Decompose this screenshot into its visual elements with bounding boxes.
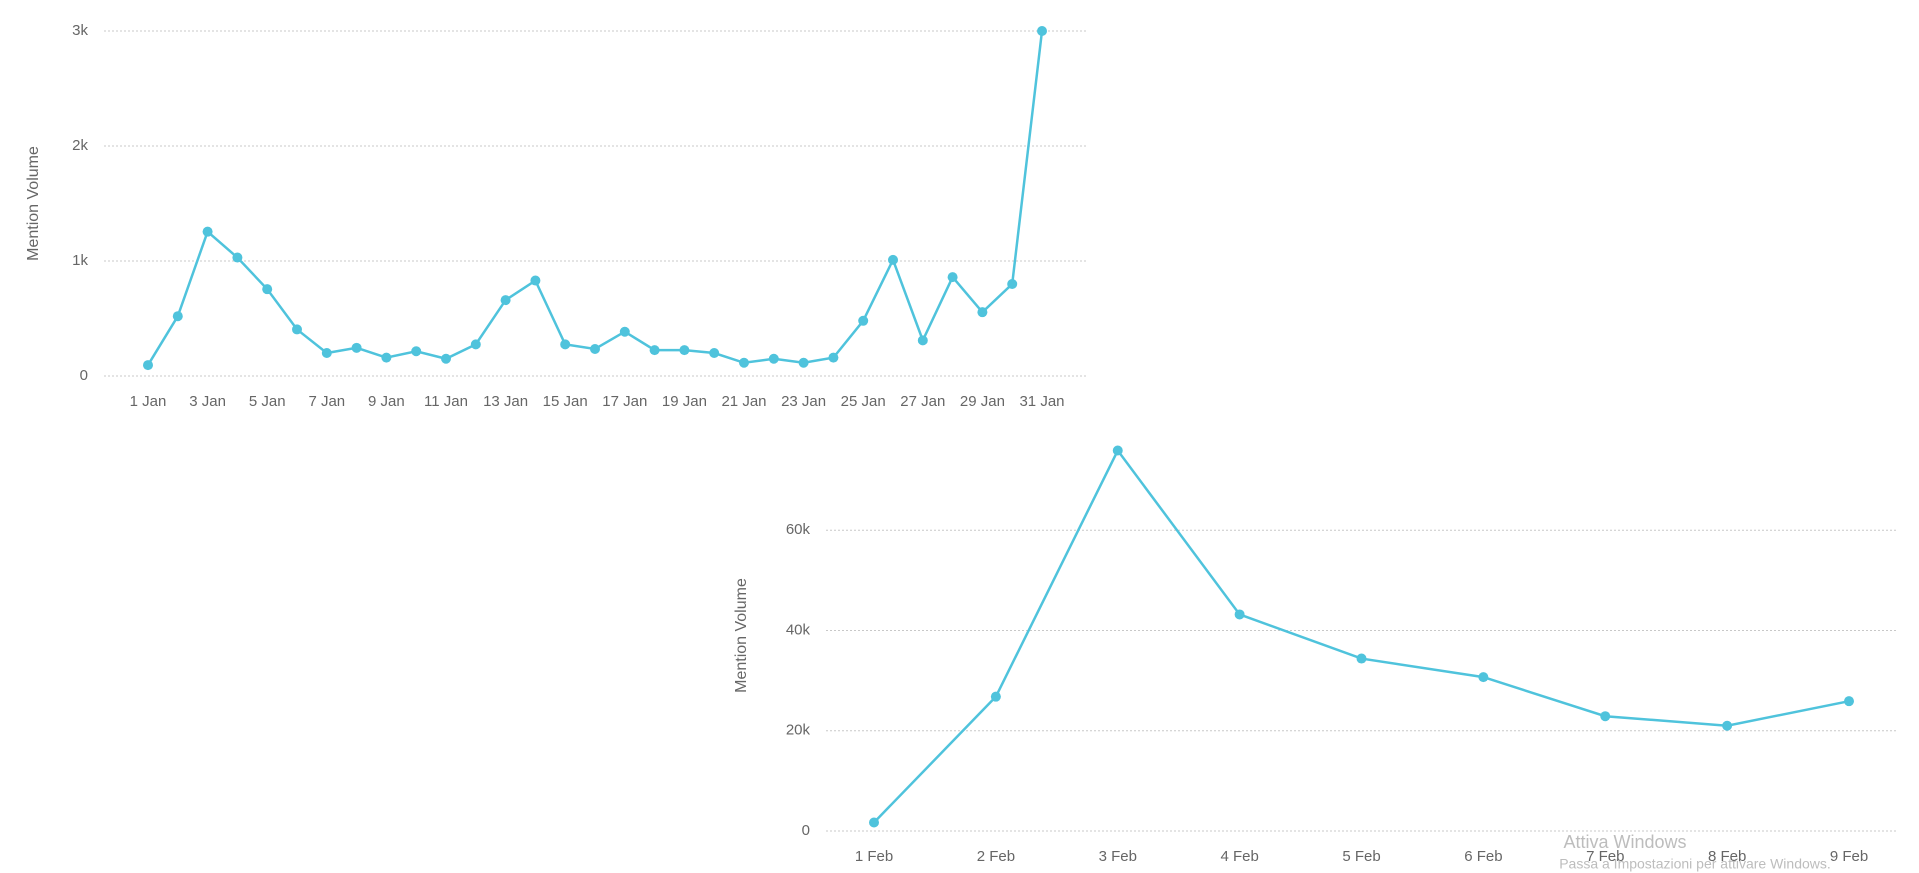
x-tick-label: 11 Jan <box>424 393 468 410</box>
point <box>321 348 332 358</box>
point <box>679 345 690 356</box>
point <box>828 352 839 363</box>
point <box>1600 711 1611 722</box>
x-tick-label: 7 Feb <box>1586 848 1624 865</box>
x-tick-label: 3 Jan <box>189 393 226 410</box>
point <box>470 339 481 350</box>
x-tick-label: 2 Feb <box>977 848 1015 865</box>
point <box>1234 609 1245 620</box>
y-tick-label: 1k <box>72 252 88 269</box>
point <box>1478 672 1489 683</box>
x-tick-label: 15 Jan <box>543 393 588 410</box>
point <box>947 272 958 283</box>
point <box>869 817 879 828</box>
y-tick-label: 0 <box>80 367 88 384</box>
x-tick-label: 5 Feb <box>1342 848 1380 865</box>
point <box>530 275 541 286</box>
x-tick-label: 23 Jan <box>781 393 826 410</box>
watermark-subtitle: Passa a Impostazioni per attivare Window… <box>1559 856 1831 872</box>
x-tick-label: 3 Feb <box>1099 848 1137 865</box>
point <box>381 352 392 363</box>
point <box>172 311 183 322</box>
y-axis-title: Mention Volume <box>733 578 750 693</box>
y-tick-label: 60k <box>786 521 811 538</box>
point <box>888 254 898 265</box>
x-tick-label: 8 Feb <box>1708 848 1746 865</box>
point <box>990 691 1001 702</box>
point <box>1356 653 1367 664</box>
point <box>500 295 511 306</box>
y-tick-label: 3k <box>72 22 88 39</box>
point <box>1722 720 1733 731</box>
x-tick-label: 13 Jan <box>483 393 528 410</box>
x-tick-label: 5 Jan <box>249 393 286 410</box>
x-tick-label: 1 Feb <box>855 848 893 865</box>
point <box>649 345 660 356</box>
point <box>1112 445 1123 456</box>
x-tick-label: 1 Jan <box>130 393 167 410</box>
point <box>292 324 302 335</box>
point <box>351 342 362 353</box>
point <box>202 226 213 237</box>
x-tick-label: 7 Jan <box>308 393 345 410</box>
x-tick-label: 19 Jan <box>662 393 707 410</box>
point <box>709 348 720 358</box>
point <box>232 252 243 263</box>
line <box>873 448 1850 824</box>
point <box>619 326 630 337</box>
y-tick-label: 40k <box>786 621 811 638</box>
y-axis-title: Mention Volume <box>25 146 42 261</box>
x-tick-label: 31 Jan <box>1019 393 1064 410</box>
x-tick-label: 4 Feb <box>1220 848 1258 865</box>
point <box>441 353 451 364</box>
point <box>917 335 928 346</box>
x-tick-label: 21 Jan <box>721 393 766 410</box>
x-tick-label: 6 Feb <box>1464 848 1502 865</box>
point <box>768 353 779 364</box>
point <box>560 339 571 350</box>
point <box>1007 279 1018 289</box>
point <box>798 357 809 368</box>
point <box>739 357 749 368</box>
x-tick-label: 17 Jan <box>602 393 647 410</box>
point <box>262 284 273 295</box>
point <box>1037 26 1047 36</box>
x-tick-label: 25 Jan <box>841 393 886 410</box>
watermark-title: Attiva Windows <box>1563 832 1686 852</box>
point <box>590 343 600 354</box>
point <box>858 315 869 326</box>
x-tick-label: 9 Feb <box>1830 848 1868 865</box>
x-tick-label: 29 Jan <box>960 393 1005 410</box>
y-tick-label: 2k <box>72 137 88 154</box>
x-tick-label: 27 Jan <box>900 393 945 410</box>
point <box>143 360 153 371</box>
point <box>1844 696 1854 707</box>
line <box>146 30 1044 366</box>
point <box>977 307 988 318</box>
y-tick-label: 0 <box>802 822 810 839</box>
x-tick-label: 9 Jan <box>368 393 405 410</box>
point <box>411 346 422 357</box>
y-tick-label: 20k <box>786 722 811 739</box>
